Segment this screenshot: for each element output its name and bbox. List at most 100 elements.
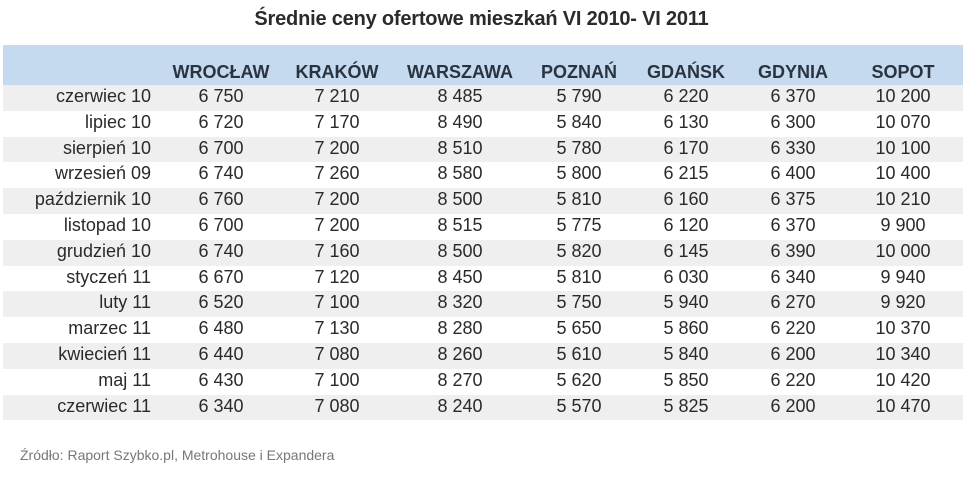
table-cell: 6 670 [198, 266, 244, 287]
table-cell: 8 485 [437, 86, 483, 106]
row-label: luty 11 [99, 292, 151, 313]
row-label: marzec 11 [68, 318, 151, 339]
row-label: wrzesień 09 [54, 163, 151, 184]
row-label: grudzień 10 [56, 240, 151, 261]
table-cell: 6 740 [198, 240, 244, 261]
table-cell: 6 700 [198, 137, 244, 158]
table-cell: 9 940 [880, 266, 926, 287]
table-row: lipiec 10 6 720 7 170 8 490 5 840 6 130 6 300 1… [3, 111, 963, 137]
table-cell: 6 340 [770, 266, 816, 287]
price-table: WROCŁAW KRAKÓW WARSZAWA POZNAŃ GDAŃSK GD… [3, 45, 963, 421]
table-cell: 8 280 [437, 318, 483, 339]
table-cell: 6 370 [770, 86, 816, 106]
table-cell: 6 400 [770, 163, 816, 184]
table-cell: 10 340 [875, 343, 931, 364]
table-cell: 5 840 [556, 111, 602, 132]
column-header-wroclaw: WROCŁAW [172, 62, 270, 82]
table-cell: 7 170 [314, 111, 360, 132]
table-row: luty 11 6 520 7 100 8 320 5 750 5 940 6 270 9 9… [3, 291, 963, 318]
row-label: sierpień 10 [62, 137, 151, 158]
column-header-gdynia: GDYNIA [757, 62, 829, 82]
table-cell: 6 720 [198, 111, 244, 132]
table-cell: 10 210 [875, 189, 931, 210]
table-cell: 5 800 [556, 163, 602, 184]
table-row: czerwiec 10 6 750 7 210 8 485 5 790 6 220 6 37… [3, 85, 963, 111]
table-cell: 6 300 [770, 111, 816, 132]
table-cell: 7 100 [314, 369, 360, 390]
table-cell: 6 215 [663, 163, 709, 184]
table-cell: 7 210 [314, 86, 360, 106]
table-cell: 7 080 [314, 343, 360, 364]
column-header-sopot: SOPOT [871, 62, 935, 82]
table-cell: 5 610 [556, 343, 602, 364]
table-cell: 6 370 [770, 214, 816, 235]
row-label: lipiec 10 [84, 111, 151, 132]
table-cell: 6 700 [198, 214, 244, 235]
table-row: październik 10 6 760 7 200 8 500 5 810 6 160 6… [3, 188, 963, 214]
table-cell: 7 100 [314, 292, 360, 313]
row-label: październik 10 [34, 189, 151, 210]
table-cell: 7 260 [314, 163, 360, 184]
table-cell: 10 000 [875, 240, 931, 261]
table-cell: 6 480 [198, 318, 244, 339]
table-cell: 6 375 [770, 189, 816, 210]
table-cell: 7 130 [314, 318, 360, 339]
table-cell: 5 775 [556, 214, 602, 235]
table-cell: 5 790 [556, 86, 602, 106]
table-cell: 6 440 [198, 343, 244, 364]
table-cell: 8 580 [437, 163, 483, 184]
table-cell: 8 500 [437, 189, 483, 210]
table-cell: 6 330 [770, 137, 816, 158]
table-cell: 6 130 [663, 111, 709, 132]
table-cell: 9 920 [880, 292, 926, 313]
table-cell: 8 240 [437, 395, 483, 416]
table-row: maj 11 6 430 7 100 8 270 5 620 5 850 6 220 10 4… [3, 369, 963, 395]
table-cell: 7 160 [314, 240, 360, 261]
table-cell: 5 750 [556, 292, 602, 313]
table-cell: 6 200 [770, 343, 816, 364]
column-header-warszawa: WARSZAWA [407, 62, 513, 82]
table-cell: 6 220 [663, 86, 709, 106]
table-cell: 5 825 [663, 395, 709, 416]
row-label: maj 11 [98, 369, 151, 390]
column-header-krakow: KRAKÓW [295, 62, 379, 82]
table-cell: 5 820 [556, 240, 602, 261]
table-cell: 8 260 [437, 343, 483, 364]
table-cell: 5 810 [556, 189, 602, 210]
table-cell: 8 510 [437, 137, 483, 158]
table-cell: 5 780 [556, 137, 602, 158]
table-cell: 7 080 [314, 395, 360, 416]
row-label: czerwiec 10 [55, 86, 151, 106]
column-header-poznan: POZNAŃ [541, 62, 617, 82]
table-header: WROCŁAW KRAKÓW WARSZAWA POZNAŃ GDAŃSK GD… [3, 45, 963, 85]
table-cell: 5 620 [556, 369, 602, 390]
table-row: grudzień 10 6 740 7 160 8 500 5 820 6 145 6 39… [3, 239, 963, 266]
table-cell: 6 220 [770, 369, 816, 390]
table-cell: 5 810 [556, 266, 602, 287]
row-label: czerwiec 11 [57, 395, 151, 416]
table-row: sierpień 10 6 700 7 200 8 510 5 780 6 170 6 33… [3, 136, 963, 163]
table-cell: 6 170 [663, 137, 709, 158]
table-cell: 5 570 [556, 395, 602, 416]
table-cell: 8 320 [437, 292, 483, 313]
table-cell: 10 420 [875, 369, 931, 390]
table-cell: 6 200 [770, 395, 816, 416]
table-cell: 10 400 [875, 163, 931, 184]
table-cell: 8 490 [437, 111, 483, 132]
table-row: listopad 10 6 700 7 200 8 515 5 775 6 120 6 37… [3, 214, 963, 240]
table-cell: 6 270 [770, 292, 816, 313]
table-row: kwiecień 11 6 440 7 080 8 260 5 610 5 840 6 20… [3, 342, 963, 369]
table-row: marzec 11 6 480 7 130 8 280 5 650 5 860 6 220 1… [3, 317, 963, 343]
table-cell: 6 430 [198, 369, 244, 390]
table-cell: 6 750 [198, 86, 244, 106]
row-label: kwiecień 11 [58, 343, 151, 364]
table-cell: 6 220 [770, 318, 816, 339]
table-cell: 8 450 [437, 266, 483, 287]
table-cell: 6 520 [198, 292, 244, 313]
table-cell: 6 160 [663, 189, 709, 210]
table-cell: 8 500 [437, 240, 483, 261]
table-cell: 5 940 [663, 292, 709, 313]
table-cell: 6 340 [198, 395, 244, 416]
table-cell: 6 390 [770, 240, 816, 261]
table-cell: 6 030 [663, 266, 709, 287]
